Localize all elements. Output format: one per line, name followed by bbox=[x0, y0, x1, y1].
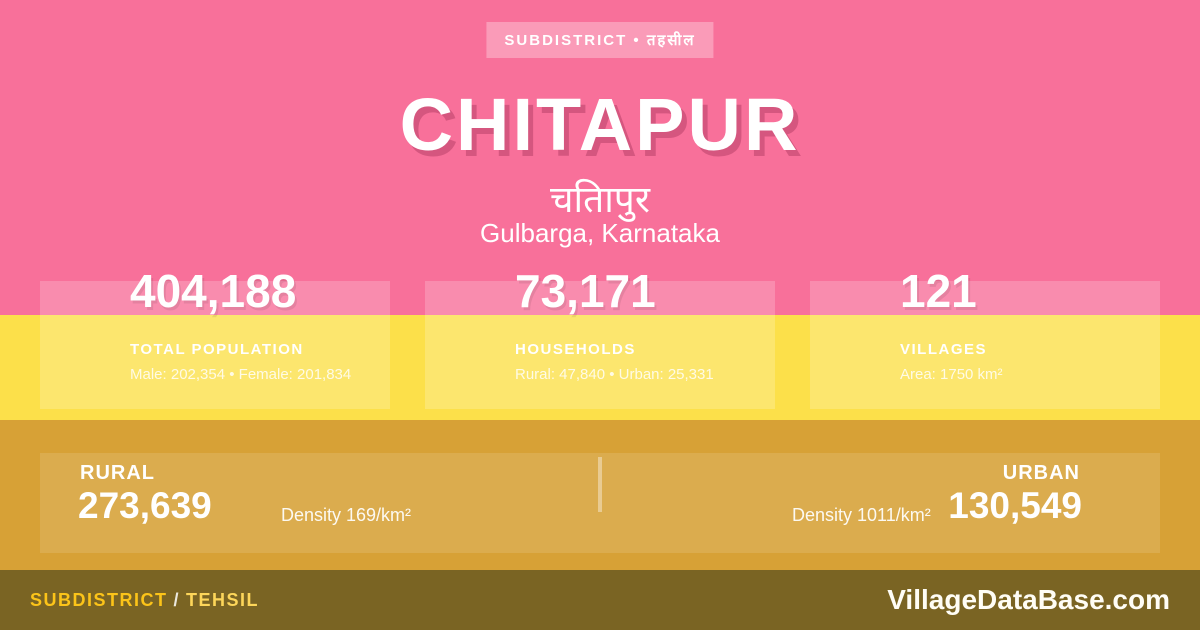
rural-density: Density 169/km² bbox=[281, 505, 412, 525]
page-title: CHITAPUR bbox=[399, 83, 801, 166]
pink-hero-band bbox=[0, 0, 1200, 315]
entity-type-alt-label: TEHSIL bbox=[186, 589, 260, 610]
olive-footer-band bbox=[0, 570, 1200, 630]
urban-density: Density 1011/km² bbox=[792, 505, 931, 525]
urban-population-value: 130,549 bbox=[948, 485, 1082, 526]
households-label: HOUSEHOLDS bbox=[515, 341, 636, 358]
location-subtitle: Gulbarga, Karnataka bbox=[480, 218, 720, 248]
rural-population-value: 273,639 bbox=[78, 485, 212, 526]
entity-type-label: SUBDISTRICT bbox=[30, 589, 168, 610]
rural-label: RURAL bbox=[80, 462, 155, 484]
yellow-stats-band bbox=[0, 315, 1200, 420]
stat-card-villages bbox=[810, 281, 1160, 409]
entity-type-text: SUBDISTRICT / TEHSIL bbox=[30, 590, 259, 611]
villages-label: VILLAGES bbox=[900, 341, 988, 358]
villages-value: 121 bbox=[900, 265, 977, 317]
area-detail: Area: 1750 km² bbox=[900, 366, 1003, 383]
population-gender-detail: Male: 202,354 • Female: 201,834 bbox=[130, 366, 352, 383]
total-population-value: 404,188 bbox=[130, 265, 297, 317]
footer-bar: SUBDISTRICT / TEHSIL VillageDataBase.com bbox=[0, 570, 1200, 630]
page-title-native: चतिापुर bbox=[550, 179, 650, 220]
gold-rural-urban-band bbox=[0, 420, 1200, 570]
site-name: VillageDataBase.com bbox=[887, 584, 1170, 615]
stat-card-households bbox=[425, 281, 775, 409]
total-population-label: TOTAL POPULATION bbox=[130, 341, 304, 358]
stat-card-population bbox=[40, 281, 390, 409]
entity-type-separator: / bbox=[173, 589, 181, 610]
subdistrict-badge: SUBDISTRICT • तहसील bbox=[486, 22, 714, 58]
urban-label: URBAN bbox=[1002, 462, 1080, 484]
households-split-detail: Rural: 47,840 • Urban: 25,331 bbox=[515, 366, 714, 383]
rural-urban-divider bbox=[598, 457, 602, 512]
households-value: 73,171 bbox=[515, 265, 656, 317]
rural-urban-card bbox=[40, 453, 1160, 553]
